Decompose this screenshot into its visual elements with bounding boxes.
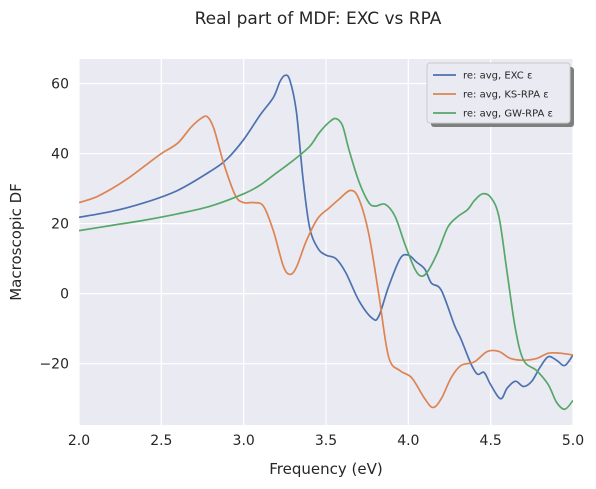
x-tick-label: 4.0 <box>397 433 419 449</box>
x-tick-label: 4.5 <box>480 433 502 449</box>
x-tick-label: 5.0 <box>562 433 584 449</box>
series-line-2 <box>79 117 573 411</box>
x-tick-label: 2.5 <box>150 433 172 449</box>
y-tick-label: 20 <box>51 217 69 233</box>
legend-label-0: re: avg, EXC ε <box>463 71 532 82</box>
legend: re: avg, EXC ε re: avg, KS-RPA ε re: avg, … <box>426 62 574 127</box>
legend-entries: re: avg, EXC ε re: avg, KS-RPA ε re: avg, … <box>433 71 553 120</box>
chart-title: Real part of MDF: EXC vs RPA <box>195 9 442 29</box>
x-ticks: 2.0 2.5 3.0 3.5 4.0 4.5 5.0 <box>68 433 584 449</box>
series-line-1 <box>79 115 573 409</box>
series-line-0 <box>79 74 573 400</box>
y-tick-label: 0 <box>60 287 69 303</box>
y-tick-label: 40 <box>51 147 69 163</box>
legend-label-2: re: avg, GW-RPA ε <box>463 109 553 120</box>
y-tick-label: −20 <box>39 357 69 373</box>
legend-box <box>426 62 571 124</box>
legend-label-1: re: avg, KS-RPA ε <box>463 90 549 101</box>
x-axis-label: Frequency (eV) <box>269 460 382 478</box>
y-axis-label: Macroscopic DF <box>7 183 25 301</box>
x-tick-label: 2.0 <box>68 433 90 449</box>
y-tick-label: 60 <box>51 77 69 93</box>
x-tick-label: 3.0 <box>233 433 255 449</box>
series-layer <box>79 74 573 411</box>
x-tick-label: 3.5 <box>315 433 337 449</box>
y-ticks: 60 40 20 0 −20 <box>39 77 69 373</box>
